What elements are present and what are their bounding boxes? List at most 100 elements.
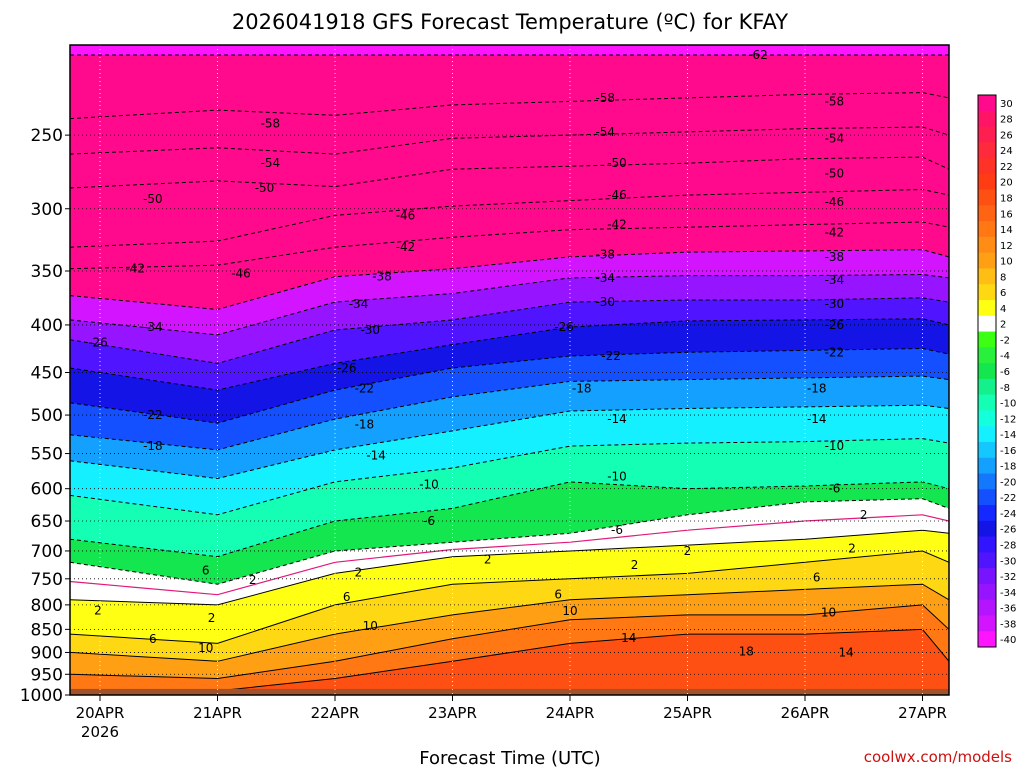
colorbar-label: 14 (1000, 225, 1013, 236)
colorbar-label: 8 (1000, 272, 1006, 283)
x-tick-label: 21APR (193, 704, 242, 722)
colorbar-swatch (978, 473, 996, 490)
colorbar-swatch (978, 126, 996, 143)
colorbar-label: -16 (1000, 446, 1016, 457)
contour-label: -22 (355, 381, 375, 395)
colorbar-label: 4 (1000, 304, 1006, 315)
colorbar-swatch (978, 158, 996, 175)
contour-label: -22 (825, 345, 845, 359)
y-tick-label: 1000 (20, 686, 63, 706)
isotherm-line (70, 628, 949, 692)
colorbar-label: 24 (1000, 146, 1013, 157)
contour-label: 14 (621, 631, 636, 645)
colorbar-label: -12 (1000, 414, 1016, 425)
colorbar-label: -22 (1000, 493, 1016, 504)
contour-label: -42 (125, 262, 145, 276)
colorbar-label: -18 (1000, 462, 1016, 473)
contour-label: -38 (595, 248, 615, 262)
colorbar-swatch (978, 615, 996, 632)
y-tick-label: 950 (31, 665, 63, 685)
x-year-label: 2026 (81, 723, 119, 741)
contour-label: -58 (825, 94, 845, 108)
isotherm-line (70, 221, 949, 270)
contour-label: 10 (198, 641, 213, 655)
colorbar-swatch (978, 363, 996, 380)
contour-label: -14 (607, 412, 627, 426)
colorbar-label: 28 (1000, 115, 1013, 126)
colorbar-swatch (978, 410, 996, 427)
colorbar-swatch (978, 631, 996, 648)
colorbar-label: -30 (1000, 556, 1016, 567)
contour-label: -30 (825, 297, 845, 311)
contour-label: -46 (396, 208, 416, 222)
colorbar-swatch (978, 268, 996, 285)
x-tick-label: 25APR (663, 704, 712, 722)
colorbar-label: -4 (1000, 351, 1010, 362)
colorbar-swatch (978, 189, 996, 206)
contour-label: -42 (825, 225, 845, 239)
colorbar-label: 2 (1000, 320, 1006, 331)
contour-label: -18 (807, 381, 827, 395)
colorbar-swatch (978, 95, 996, 112)
colorbar-swatch (978, 583, 996, 601)
contour-label: 2 (355, 565, 363, 579)
contour-label: -6 (423, 514, 435, 528)
contour-label: -22 (143, 408, 163, 422)
y-tick-label: 600 (31, 480, 63, 500)
contour-label: -18 (143, 439, 163, 453)
colorbar-label: 18 (1000, 194, 1013, 205)
colorbar: 30 28 26 24 22 20 18 16 14 12 10 8 6 4 2 -2 -4 -6 -8 -10 -12… (977, 94, 1016, 648)
colorbar-frame (977, 94, 997, 648)
contour-label: 6 (343, 590, 351, 604)
isotherm-line (70, 347, 949, 424)
contour-label: -54 (261, 156, 281, 170)
x-tick-label: 22APR (311, 704, 360, 722)
colorbar-swatch (978, 457, 996, 475)
x-tick-label: 24APR (546, 704, 595, 722)
colorbar-label: 6 (1000, 288, 1006, 299)
colorbar-label: 22 (1000, 162, 1013, 173)
contour-label: -54 (595, 125, 615, 139)
colorbar-label: 10 (1000, 257, 1013, 268)
y-axis: 250 300 350 400 450 500 550 600 650 700 750 800 850 9… (20, 126, 70, 706)
isotherm-line (70, 318, 949, 391)
contour-label: 2 (94, 603, 102, 617)
colorbar-swatch (978, 221, 996, 238)
contour-label: -34 (349, 297, 369, 311)
chart-title: 2026041918 GFS Forecast Temperature (ºC)… (232, 10, 788, 34)
contour-label: 2 (631, 558, 639, 572)
colorbar-label: 30 (1000, 99, 1013, 110)
contour-label: 2 (848, 542, 856, 556)
ground (70, 688, 949, 695)
colorbar-swatch (978, 568, 996, 585)
isotherm-line (70, 404, 949, 480)
contour-label: -26 (337, 361, 357, 375)
y-tick-label: 700 (31, 542, 63, 562)
contour-label: -10 (419, 478, 439, 492)
x-tick-label: 23APR (428, 704, 477, 722)
contour-label: 6 (554, 588, 562, 602)
y-tick-label: 650 (31, 512, 63, 532)
colorbar-swatch (978, 315, 996, 333)
contour-label: -10 (825, 439, 845, 453)
contour-label: -26 (88, 336, 108, 350)
colorbar-swatch (978, 331, 996, 348)
contour-label: 2 (484, 553, 492, 567)
isotherm-line (70, 481, 949, 558)
isotherm-line (70, 297, 949, 364)
y-tick-label: 900 (31, 643, 63, 663)
colorbar-label: -20 (1000, 477, 1016, 488)
colorbar-label: -26 (1000, 525, 1016, 536)
colorbar-swatch (978, 520, 996, 538)
colorbar-swatch (978, 599, 996, 616)
freezing-line (70, 514, 949, 596)
isotherm-line (70, 583, 949, 662)
contour-label: 6 (149, 632, 157, 646)
contour-label: 2 (208, 611, 216, 625)
colorbar-swatch (978, 347, 996, 364)
colorbar-swatch (978, 300, 996, 317)
isotherm-line (70, 249, 949, 311)
colorbar-label: -40 (1000, 635, 1016, 646)
contour-label: -62 (748, 48, 768, 62)
